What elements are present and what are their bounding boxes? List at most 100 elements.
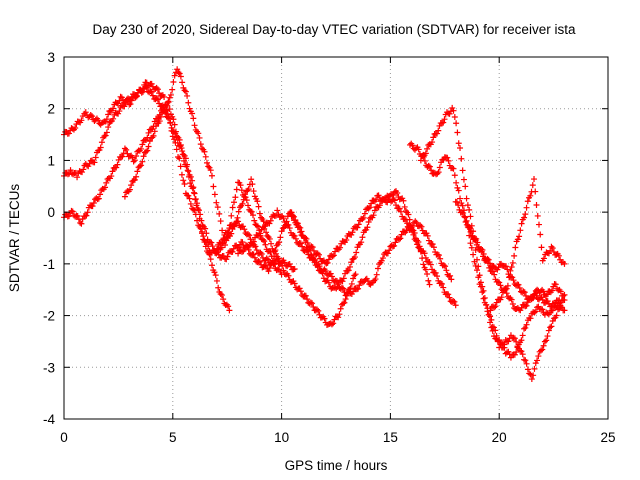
data-point (509, 300, 516, 307)
data-point (145, 129, 152, 136)
data-point (248, 176, 255, 183)
data-point (336, 311, 343, 318)
data-point (148, 80, 155, 87)
data-point (88, 113, 95, 120)
series-track-3 (61, 99, 233, 314)
data-point (458, 200, 465, 207)
data-point (269, 257, 276, 264)
data-point (549, 287, 556, 294)
data-point (245, 202, 252, 209)
data-point (166, 115, 173, 122)
data-point (229, 225, 236, 232)
data-point (458, 155, 465, 162)
data-point (250, 238, 257, 245)
data-point (489, 327, 496, 334)
y-axis-label: SDTVAR / TECUs (7, 184, 22, 293)
data-point (84, 209, 91, 216)
data-point (331, 316, 338, 323)
data-point (237, 182, 244, 189)
data-point (474, 256, 481, 263)
data-point (365, 205, 372, 212)
data-point (397, 235, 404, 242)
data-point (74, 174, 81, 181)
data-point (434, 273, 441, 280)
data-point (297, 229, 304, 236)
data-point (329, 253, 336, 260)
data-point (328, 273, 335, 280)
data-point (474, 267, 481, 274)
data-point (543, 337, 550, 344)
data-point (310, 255, 317, 262)
data-point (212, 272, 219, 279)
data-point (218, 292, 225, 299)
data-point (415, 146, 422, 153)
data-point (508, 296, 515, 303)
data-point (176, 136, 183, 143)
data-point (378, 257, 385, 264)
data-point (485, 260, 492, 267)
data-point (348, 231, 355, 238)
data-point (143, 84, 150, 91)
data-point (164, 114, 171, 121)
data-point (544, 310, 551, 317)
data-point (485, 311, 492, 318)
data-point (532, 308, 539, 315)
data-point (136, 163, 143, 170)
data-point (533, 201, 540, 208)
data-point (324, 259, 331, 266)
data-point (415, 238, 422, 245)
data-point (265, 268, 272, 275)
data-point (340, 275, 347, 282)
data-point (511, 252, 518, 259)
data-point (110, 105, 117, 112)
data-point (354, 224, 361, 231)
data-point (350, 288, 357, 295)
data-point (281, 259, 288, 266)
data-point (131, 176, 138, 183)
data-point (133, 92, 140, 99)
data-point (266, 220, 273, 227)
data-point (453, 120, 460, 127)
data-point (467, 228, 474, 235)
data-point (409, 227, 416, 234)
data-point (441, 116, 448, 123)
data-point (314, 250, 321, 257)
data-point (403, 227, 410, 234)
data-point (468, 244, 475, 251)
data-point (240, 248, 247, 255)
data-point (190, 189, 197, 196)
data-point (182, 155, 189, 162)
data-point (261, 225, 268, 232)
data-point (340, 285, 347, 292)
data-point (427, 261, 434, 268)
data-point (280, 267, 287, 274)
data-point (521, 325, 528, 332)
data-point (325, 256, 332, 263)
data-point (253, 247, 260, 254)
data-point (437, 280, 444, 287)
data-point (517, 347, 524, 354)
data-point (121, 103, 128, 110)
data-point (238, 248, 245, 255)
data-point (271, 253, 278, 260)
series-track-6 (287, 192, 459, 309)
data-point (266, 235, 273, 242)
y-tick-label: 3 (47, 50, 55, 65)
y-tick-label: -1 (43, 257, 55, 272)
data-point (516, 285, 523, 292)
data-point (531, 309, 538, 316)
data-point (302, 292, 309, 299)
data-point (291, 280, 298, 287)
data-point (171, 121, 178, 128)
data-point (127, 96, 134, 103)
data-point (488, 324, 495, 331)
data-point (321, 315, 328, 322)
data-point (343, 292, 350, 299)
data-point (335, 314, 342, 321)
data-point (454, 184, 461, 191)
data-point (333, 278, 340, 285)
data-point (196, 134, 203, 141)
x-tick-label: 25 (600, 430, 615, 445)
data-point (429, 266, 436, 273)
